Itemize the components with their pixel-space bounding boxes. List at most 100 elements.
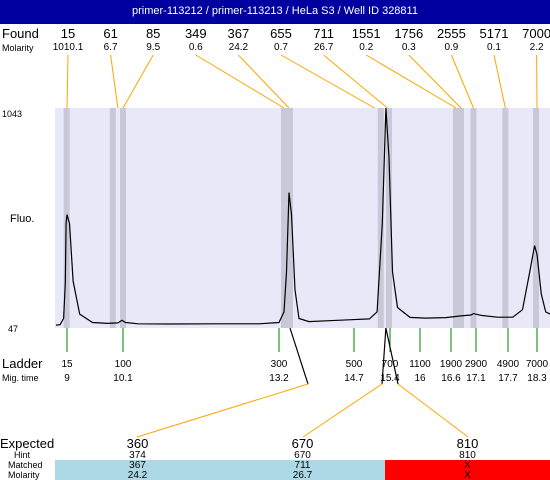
- found-molarity-label: 2.2: [530, 42, 544, 53]
- found-size-label: 85: [146, 26, 160, 41]
- fluo-axis-label: Fluo.: [10, 213, 34, 225]
- found-molarity-label: 6.7: [104, 42, 118, 53]
- found-connector: [365, 54, 457, 109]
- found-molarity-label: 9.5: [146, 42, 160, 53]
- found-connector: [238, 54, 290, 109]
- trace-line: [55, 107, 550, 326]
- chart-marks: 151010.1616.7859.53490.636724.26550.7711…: [53, 26, 550, 480]
- found-connector: [280, 54, 375, 109]
- matched-size-label: X: [464, 460, 471, 471]
- ladder-size-label: 2900: [465, 359, 488, 370]
- expected-connector: [289, 327, 309, 385]
- peak-band: [120, 108, 126, 328]
- mig-time-label: Mig. time: [2, 373, 39, 383]
- expected-connector: [136, 383, 309, 438]
- found-size-label: 1756: [394, 26, 423, 41]
- expected-connector: [397, 383, 469, 438]
- ladder-time-label: 10.1: [113, 373, 133, 384]
- ladder-label: Ladder: [2, 356, 43, 371]
- found-size-label: 15: [61, 26, 75, 41]
- found-molarity-label: 0.2: [359, 42, 373, 53]
- found-molarity-label: 0.3: [402, 42, 416, 53]
- found-molarity-label: 0.9: [444, 42, 458, 53]
- found-connector: [408, 54, 462, 109]
- found-label: Found: [2, 26, 39, 41]
- peak-band: [281, 108, 287, 328]
- hint-label-value: 670: [294, 450, 311, 461]
- peak-band: [453, 108, 459, 328]
- expected-connector: [385, 327, 399, 385]
- expected-size-label: 810: [457, 436, 479, 451]
- ladder-size-label: 1100: [409, 359, 431, 370]
- matched-label: Matched: [8, 460, 43, 470]
- found-connector: [450, 54, 474, 109]
- found-connector: [323, 54, 388, 109]
- ladder-size-label: 500: [346, 359, 363, 370]
- expected-connector: [381, 327, 387, 385]
- found-molarity-label: 24.2: [229, 42, 249, 53]
- title-bar: primer-113212 / primer-113213 / HeLa S3 …: [0, 0, 550, 24]
- matched-size-label: 367: [129, 460, 146, 471]
- peak-band: [377, 108, 384, 328]
- found-size-label: 655: [270, 26, 292, 41]
- found-molarity-label: 1010.1: [53, 42, 84, 53]
- ladder-time-label: 18.3: [527, 373, 547, 384]
- peak-band: [109, 108, 116, 328]
- found-connector: [110, 54, 119, 109]
- found-size-label: 367: [228, 26, 250, 41]
- hint-label-value: 374: [129, 450, 146, 461]
- ladder-time-label: 17.7: [498, 373, 518, 384]
- ladder-size-label: 100: [115, 359, 132, 370]
- peak-band: [533, 108, 540, 328]
- ladder-time-label: 17.1: [466, 373, 486, 384]
- hint-label-value: 810: [459, 450, 476, 461]
- matched-size-label: 711: [295, 460, 311, 471]
- found-size-label: 7000: [522, 26, 550, 41]
- found-size-label: 5171: [480, 26, 509, 41]
- ladder-time-label: 9: [64, 373, 70, 384]
- molarity-bottom-label: Molarity: [8, 470, 40, 480]
- peak-band: [470, 108, 477, 328]
- ladder-time-label: 15.4: [380, 373, 400, 384]
- found-size-label: 711: [313, 26, 334, 41]
- found-molarity-label: 0.1: [487, 42, 501, 53]
- found-size-label: 1551: [352, 26, 381, 41]
- expected-size-label: 360: [127, 436, 149, 451]
- ladder-time-label: 16: [414, 373, 426, 384]
- found-molarity-label: 0.7: [274, 42, 288, 53]
- found-size-label: 2555: [437, 26, 466, 41]
- y-min-label: 47: [8, 324, 18, 334]
- ladder-size-label: 4900: [497, 359, 520, 370]
- ladder-time-label: 16.6: [441, 373, 461, 384]
- ladder-size-label: 7000: [526, 359, 549, 370]
- found-molarity-label: 0.6: [189, 42, 203, 53]
- matched-molarity-label: 26.7: [293, 470, 313, 480]
- peak-band: [287, 108, 293, 328]
- ladder-size-label: 700: [382, 359, 399, 370]
- expected-label: Expected: [0, 436, 54, 451]
- plot-area: [55, 108, 550, 328]
- ladder-size-label: 300: [271, 359, 288, 370]
- peak-band: [502, 108, 509, 328]
- found-molarity-label: 26.7: [314, 42, 334, 53]
- found-size-label: 61: [103, 26, 117, 41]
- match-status-cell: [55, 460, 220, 480]
- match-status-cell: [385, 460, 550, 480]
- y-max-label: 1043: [2, 109, 22, 119]
- ladder-size-label: 1900: [440, 359, 463, 370]
- found-size-label: 349: [185, 26, 207, 41]
- matched-molarity-label: 24.2: [128, 470, 148, 480]
- ladder-time-label: 13.2: [269, 373, 289, 384]
- ladder-size-label: 15: [61, 359, 73, 370]
- expected-size-label: 670: [292, 436, 314, 451]
- chart-title: primer-113212 / primer-113213 / HeLa S3 …: [132, 5, 418, 17]
- match-status-cell: [220, 460, 385, 480]
- peak-band: [458, 108, 464, 328]
- molarity-label: Molarity: [2, 43, 34, 53]
- found-connector: [493, 54, 506, 109]
- found-connector: [66, 54, 69, 109]
- peak-band: [385, 108, 392, 328]
- ladder-time-label: 14.7: [344, 373, 364, 384]
- matched-molarity-label: X: [464, 470, 471, 480]
